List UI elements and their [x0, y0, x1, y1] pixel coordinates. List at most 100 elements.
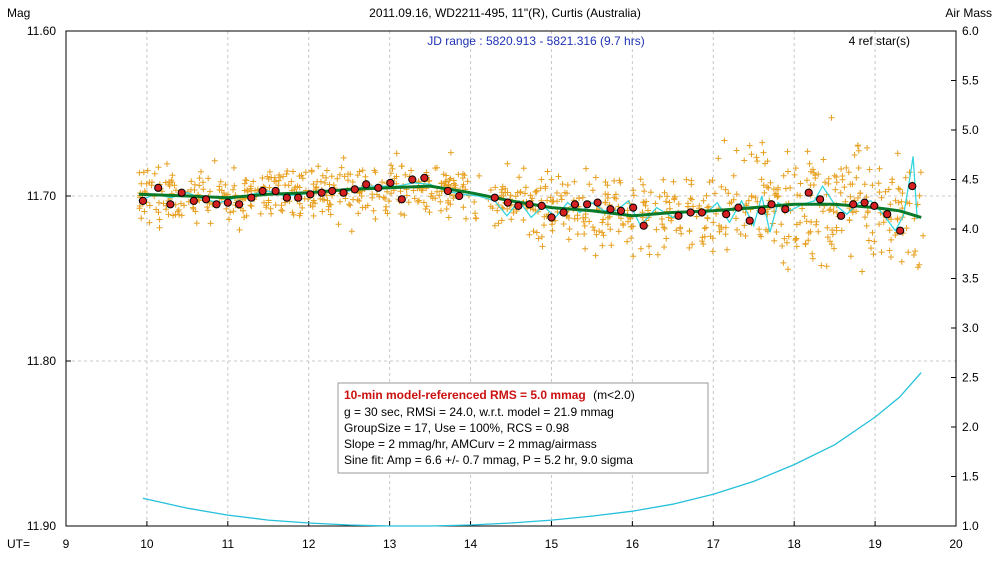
raw-point: [599, 229, 606, 236]
raw-point: [459, 175, 466, 181]
stats-line-3: GroupSize = 17, Use = 100%, RCS = 0.98: [344, 421, 569, 435]
raw-point: [181, 202, 187, 209]
binned-point: [189, 196, 198, 205]
binned-point: [223, 198, 232, 207]
raw-point: [696, 202, 703, 209]
raw-point: [875, 180, 882, 187]
raw-point: [724, 246, 730, 253]
raw-point: [839, 173, 846, 179]
raw-point: [880, 219, 887, 226]
binned-point: [593, 198, 602, 207]
binned-point: [350, 185, 359, 194]
raw-point: [165, 211, 172, 218]
raw-point: [813, 218, 820, 225]
raw-point: [693, 213, 700, 220]
raw-point: [151, 170, 158, 177]
raw-point: [586, 218, 593, 225]
raw-point: [535, 235, 542, 242]
raw-point: [445, 199, 452, 206]
raw-point: [284, 168, 291, 174]
raw-point: [426, 209, 433, 216]
raw-point: [823, 263, 830, 270]
raw-point: [647, 189, 654, 196]
raw-point: [793, 221, 800, 228]
raw-point: [473, 215, 480, 222]
raw-point: [810, 182, 817, 188]
raw-point: [871, 238, 878, 245]
raw-point: [558, 196, 565, 203]
raw-point: [781, 235, 788, 242]
raw-point: [888, 254, 894, 260]
raw-point: [763, 226, 769, 233]
binned-point: [362, 180, 371, 189]
raw-point: [618, 215, 624, 222]
raw-point: [487, 203, 494, 210]
raw-point: [701, 225, 708, 232]
raw-point: [809, 255, 816, 262]
raw-point: [920, 232, 927, 239]
raw-point: [653, 226, 660, 233]
raw-point: [770, 186, 777, 193]
raw-point: [397, 188, 404, 195]
raw-point: [807, 168, 814, 175]
raw-point: [737, 231, 744, 238]
raw-point: [818, 262, 825, 269]
raw-point: [745, 197, 752, 204]
raw-point: [861, 181, 868, 188]
x-tick-label: 13: [383, 537, 397, 551]
raw-point: [423, 203, 430, 210]
raw-point: [630, 253, 637, 260]
raw-point: [369, 191, 376, 198]
raw-point: [846, 217, 853, 224]
raw-point: [275, 182, 282, 189]
raw-point: [833, 179, 840, 186]
raw-point: [808, 219, 815, 225]
raw-point: [838, 227, 845, 234]
raw-point: [870, 251, 877, 258]
raw-point: [495, 220, 502, 227]
raw-point: [820, 208, 826, 215]
raw-point: [596, 228, 603, 235]
raw-point: [243, 212, 250, 219]
raw-point: [217, 178, 224, 185]
raw-point: [671, 196, 678, 203]
raw-point: [241, 187, 248, 194]
raw-point: [862, 214, 868, 221]
raw-point: [829, 227, 836, 233]
raw-point: [420, 199, 427, 206]
raw-point: [346, 201, 352, 208]
raw-point: [869, 229, 876, 236]
raw-point: [822, 179, 828, 186]
raw-point: [443, 206, 450, 212]
raw-point: [847, 193, 854, 200]
raw-point: [688, 196, 695, 203]
raw-point: [146, 179, 153, 186]
raw-point: [608, 242, 615, 249]
binned-point: [154, 183, 163, 192]
binned-point: [547, 213, 556, 222]
raw-point: [654, 251, 661, 258]
raw-point: [725, 190, 732, 197]
raw-point: [382, 195, 389, 202]
raw-point: [263, 202, 270, 209]
binned-point: [514, 201, 523, 210]
raw-point: [136, 205, 143, 212]
raw-point: [659, 221, 666, 228]
raw-point: [791, 171, 798, 178]
raw-point: [371, 167, 378, 174]
raw-point: [279, 207, 286, 214]
raw-point: [174, 208, 181, 215]
raw-point: [554, 190, 560, 196]
y2-axis-label: Air Mass: [945, 6, 992, 20]
raw-point: [171, 182, 178, 189]
raw-point: [885, 186, 892, 193]
raw-point: [824, 224, 831, 231]
raw-point: [530, 228, 537, 235]
raw-point: [414, 198, 421, 205]
raw-point: [664, 193, 671, 200]
raw-point: [828, 114, 835, 121]
raw-point: [733, 215, 739, 222]
raw-point: [824, 234, 831, 241]
raw-point: [565, 236, 572, 243]
raw-point: [388, 162, 395, 169]
